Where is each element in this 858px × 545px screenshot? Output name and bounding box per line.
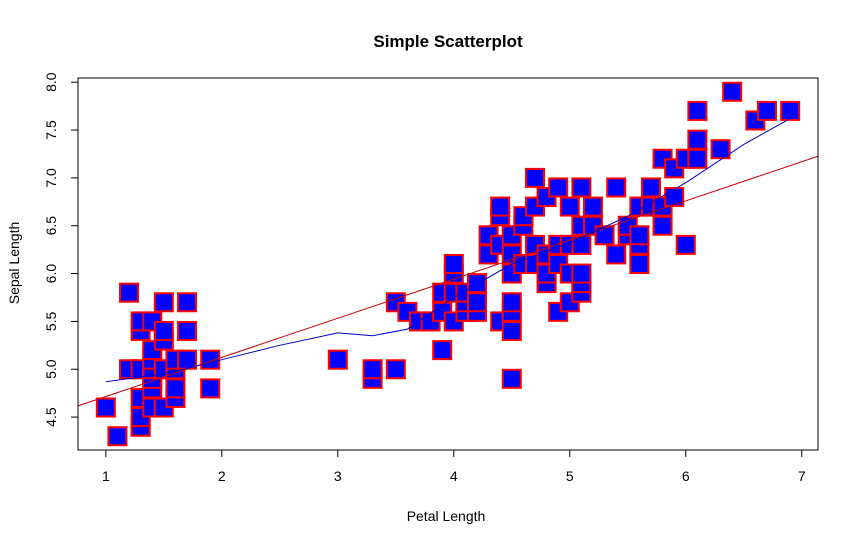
data-point xyxy=(629,254,650,274)
y-tick-label: 4.5 xyxy=(43,407,59,427)
data-point xyxy=(548,177,569,198)
data-point xyxy=(466,292,487,313)
data-point xyxy=(501,368,522,389)
x-tick-label: 5 xyxy=(566,468,574,484)
data-point xyxy=(687,129,708,150)
x-tick-label: 6 xyxy=(682,468,690,484)
y-tick-label: 5.0 xyxy=(43,359,59,379)
data-point xyxy=(466,273,487,294)
data-point xyxy=(780,100,801,121)
data-point xyxy=(606,177,627,198)
data-point xyxy=(95,397,116,418)
x-tick-label: 1 xyxy=(102,468,110,484)
x-tick-label: 4 xyxy=(450,468,458,484)
data-point xyxy=(177,320,198,341)
x-tick-label: 3 xyxy=(334,468,342,484)
regression-line xyxy=(77,155,819,407)
lowess-line xyxy=(105,118,791,383)
data-point xyxy=(385,359,406,380)
y-axis: 4.5 5.0 5.5 6.0 6.5 7.0 7.5 8.0 xyxy=(43,72,79,427)
data-point xyxy=(687,148,708,169)
y-tick-label: 7.5 xyxy=(43,120,59,140)
data-point xyxy=(501,320,522,341)
data-point xyxy=(664,187,685,208)
data-point xyxy=(327,349,348,370)
y-tick-label: 6.0 xyxy=(43,264,59,284)
data-point xyxy=(177,292,198,313)
x-tick-label: 7 xyxy=(798,468,806,484)
data-point xyxy=(200,378,221,399)
data-point xyxy=(107,426,128,447)
data-point xyxy=(571,263,592,284)
data-point xyxy=(710,139,731,160)
y-tick-label: 8.0 xyxy=(43,72,59,92)
plot-area xyxy=(77,77,819,451)
data-point xyxy=(629,225,650,246)
data-point xyxy=(432,340,453,361)
data-point xyxy=(571,177,592,198)
data-point xyxy=(490,196,511,217)
data-point xyxy=(200,349,221,370)
data-point xyxy=(606,244,627,265)
data-point xyxy=(559,196,580,217)
x-tick-label: 2 xyxy=(218,468,226,484)
y-tick-label: 7.0 xyxy=(43,168,59,188)
data-point xyxy=(165,378,186,399)
y-tick-label: 6.5 xyxy=(43,216,59,236)
data-point xyxy=(443,254,464,274)
data-point xyxy=(119,282,140,303)
data-point xyxy=(756,100,777,121)
data-point xyxy=(177,349,198,370)
chart-title: Simple Scatterplot xyxy=(373,32,523,51)
data-point xyxy=(362,359,383,380)
data-point xyxy=(153,292,174,313)
data-point xyxy=(594,225,615,246)
data-point xyxy=(652,215,673,236)
data-point xyxy=(640,177,661,198)
x-axis: 1 2 3 4 5 6 7 xyxy=(102,449,806,484)
data-point xyxy=(687,100,708,121)
data-point xyxy=(675,234,696,255)
data-point xyxy=(524,167,545,188)
x-axis-label: Petal Length xyxy=(407,508,486,524)
y-tick-label: 5.5 xyxy=(43,311,59,331)
data-point xyxy=(153,320,174,341)
y-axis-label: Sepal Length xyxy=(6,222,22,305)
data-point xyxy=(722,81,743,102)
data-point xyxy=(582,196,603,217)
data-point xyxy=(501,292,522,313)
